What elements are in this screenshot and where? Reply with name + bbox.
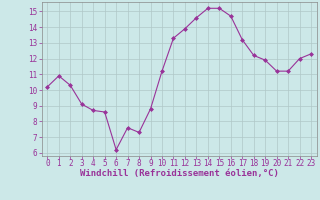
X-axis label: Windchill (Refroidissement éolien,°C): Windchill (Refroidissement éolien,°C) (80, 169, 279, 178)
